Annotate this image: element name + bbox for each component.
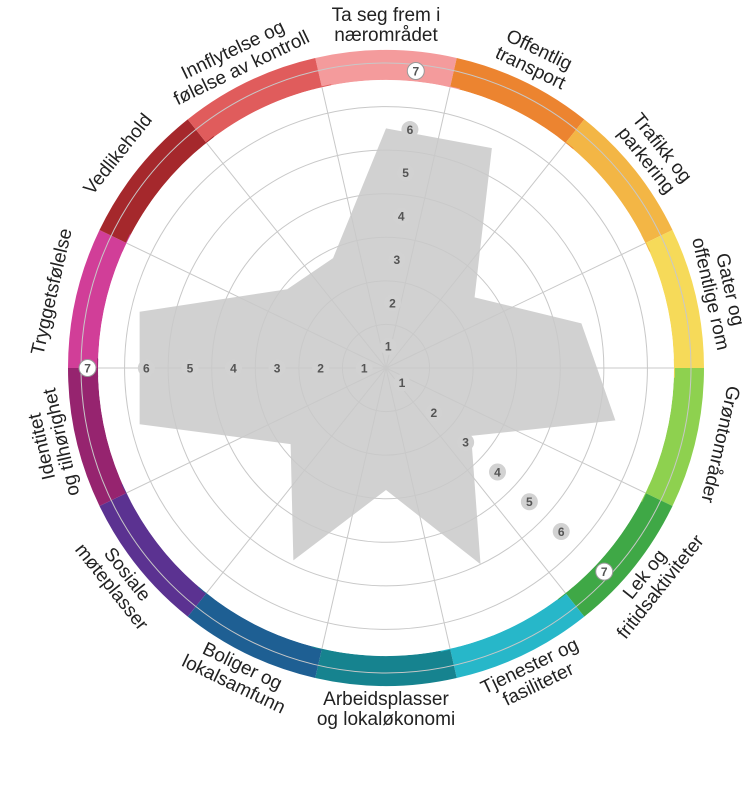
tick-label-left-4: 4: [230, 361, 237, 375]
tick-badge-left-7: [78, 359, 97, 377]
ring-segment-9: [99, 492, 207, 617]
tick-label-lower-right-3: 3: [462, 436, 469, 450]
data-polygon: [139, 128, 616, 565]
tick-label-left-5: 5: [187, 361, 194, 375]
category-label-line: Arbeidsplasser: [323, 689, 449, 710]
tick-label-top-6: 6: [407, 123, 414, 137]
tick-badge-top-4: [392, 207, 410, 225]
category-label-line: Grøntområder: [696, 384, 743, 506]
ring-segment-5: [565, 492, 673, 617]
tick-label-top-2: 2: [389, 296, 396, 310]
category-label-4: Grøntområder: [696, 384, 743, 506]
tick-label-top-1: 1: [385, 340, 392, 354]
category-label-line: og lokaløkonomi: [317, 709, 455, 730]
tick-badge-left-1: [355, 359, 373, 377]
ring-segment-12: [99, 119, 207, 244]
tick-badge-top-2: [384, 294, 402, 312]
tick-label-left-2: 2: [317, 361, 324, 375]
tick-badge-lower-right-4: [488, 463, 506, 481]
tick-badge-top-3: [388, 251, 406, 269]
data-area: [139, 128, 616, 565]
tick-badge-lower-right-7: [595, 562, 614, 581]
tick-badge-lower-right-2: [425, 404, 443, 422]
tick-label-lower-right-2: 2: [430, 406, 437, 420]
tick-label-top-7: 7: [412, 64, 419, 78]
category-label-11: Tryggetsfølelse: [27, 226, 76, 357]
tick-label-top-3: 3: [394, 253, 401, 267]
tick-label-top-4: 4: [398, 210, 405, 224]
tick-badge-lower-right-3: [457, 433, 475, 451]
tick-label-lower-right-5: 5: [526, 495, 533, 509]
tick-label-left-3: 3: [274, 361, 281, 375]
tick-label-lower-right-7: 7: [601, 565, 608, 579]
category-label-line: nærområdet: [334, 25, 438, 46]
tick-label-top-5: 5: [402, 166, 409, 180]
tick-badge-left-2: [312, 359, 330, 377]
tick-badge-left-5: [181, 359, 199, 377]
tick-badge-left-4: [225, 359, 242, 377]
tick-label-lower-right-1: 1: [399, 376, 406, 390]
tick-badge-lower-right-5: [520, 493, 538, 511]
tick-badge-lower-right-1: [393, 374, 411, 392]
tick-label-lower-right-6: 6: [558, 525, 565, 539]
tick-badge-left-6: [137, 359, 155, 377]
tick-labels: 1 2 3 4 5 6 7 1 2 3 4 5 6 7 1 2 3 4 5 6 7: [78, 62, 614, 581]
tick-label-left-6: 6: [143, 361, 150, 375]
tick-badge-top-1: [379, 337, 397, 355]
category-label-line: Ta seg frem i: [332, 5, 441, 26]
tick-badge-top-7: [406, 62, 425, 81]
tick-label-left-7: 7: [84, 361, 91, 375]
ring-segment-7: [315, 648, 457, 686]
tick-label-lower-right-4: 4: [494, 465, 501, 479]
ring-segment-2: [565, 119, 673, 244]
tick-label-left-1: 1: [361, 361, 368, 375]
category-label-line: Tryggetsfølelse: [27, 226, 76, 357]
tick-badge-lower-right-6: [552, 522, 570, 540]
tick-badge-top-6: [401, 121, 419, 139]
tick-badge-top-5: [397, 164, 415, 182]
tick-badge-left-3: [268, 359, 286, 377]
